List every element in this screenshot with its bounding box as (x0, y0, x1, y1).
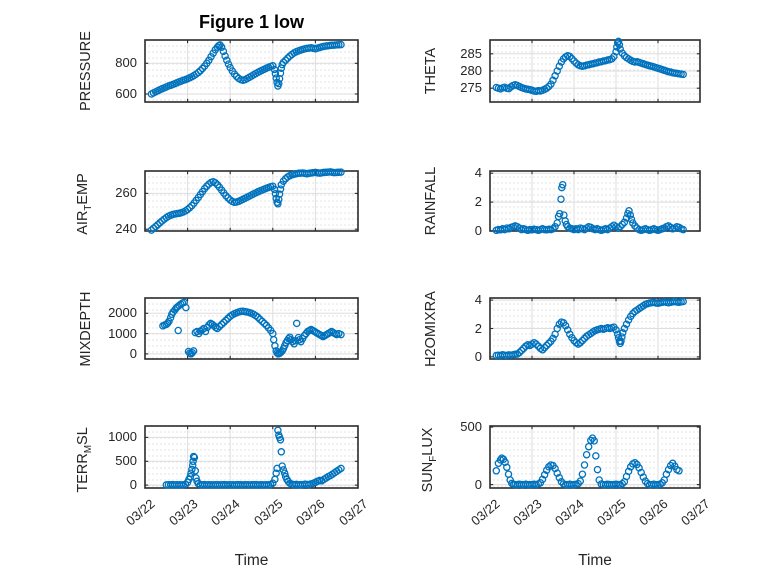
y-tick-label: 0 (474, 223, 482, 238)
y-tick-label: 500 (460, 419, 482, 435)
figure-title: Figure 1 low (198, 12, 304, 32)
subplot-h2omixra (489, 297, 701, 360)
y-tick-label: 0 (474, 476, 482, 492)
y-axis-label-terr-msl: TERRMSL (75, 427, 94, 493)
y-tick-label: 500 (115, 453, 137, 469)
y-tick-label: 2 (474, 194, 482, 210)
data-points (492, 297, 687, 360)
subplot-theta (489, 37, 701, 103)
y-tick-label: 0 (129, 477, 137, 493)
subplot-canvas (144, 168, 359, 234)
axis-box (144, 170, 359, 232)
subplot-terr-msl (144, 425, 359, 489)
axis-box (144, 39, 359, 103)
axis-box (489, 170, 701, 232)
tick-marks (145, 40, 358, 102)
x-axis-title-left: Time (234, 552, 269, 569)
tick-marks (145, 426, 358, 488)
y-tick-label: 275 (460, 80, 482, 96)
y-tick-label: 1000 (108, 325, 137, 341)
y-axis-label-sun-flux: SUNFLUX (420, 427, 439, 493)
subplot-mixdepth (144, 297, 359, 360)
y-tick-label: 2 (474, 320, 482, 336)
subplot-canvas (489, 425, 701, 489)
tick-marks (490, 171, 700, 232)
data-points (147, 168, 345, 234)
y-tick-label: 4 (474, 292, 482, 308)
subplot-canvas (144, 425, 359, 489)
x-axis-title-right: Time (578, 552, 612, 569)
data-points (162, 426, 345, 489)
subplot-canvas (144, 297, 359, 360)
y-tick-label: 280 (460, 63, 482, 78)
subplot-canvas (489, 170, 701, 235)
data-points (147, 40, 345, 98)
data-points (492, 434, 683, 489)
subplot-canvas (489, 37, 701, 103)
data-points (492, 37, 687, 96)
tick-marks (145, 171, 358, 231)
subplot-air-temp (144, 168, 359, 234)
y-tick-label: 0 (474, 348, 482, 364)
y-tick-label: 0 (129, 345, 137, 361)
axis-box (144, 297, 359, 360)
tick-marks (490, 426, 700, 488)
y-tick-label: 2000 (108, 305, 137, 321)
tick-marks (145, 298, 358, 359)
subplot-pressure (144, 39, 359, 103)
data-points (159, 298, 345, 358)
subplot-sun-flux (489, 425, 701, 489)
y-tick-label: 1000 (108, 429, 137, 445)
y-tick-label: 285 (460, 45, 482, 61)
axis-box (489, 425, 701, 489)
y-tick-label: 260 (115, 185, 137, 201)
y-tick-label: 4 (474, 165, 482, 181)
subplot-canvas (489, 297, 701, 360)
subplot-canvas (144, 39, 359, 103)
data-points (492, 180, 687, 235)
y-tick-label: 240 (115, 221, 137, 237)
y-tick-label: 800 (115, 55, 137, 71)
subplot-rainfall (489, 170, 701, 235)
y-tick-label: 600 (115, 86, 137, 102)
